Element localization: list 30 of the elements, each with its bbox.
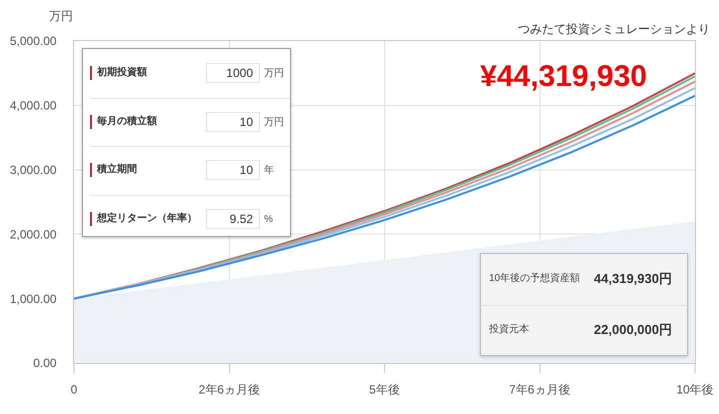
text: つみたて投資シミュレーションより xyxy=(518,22,710,37)
y-tick-label: 5,000.00 xyxy=(10,34,57,48)
annotation: 初期投資額 xyxy=(97,66,147,80)
annotation: 積立期間 xyxy=(97,163,137,177)
annotation: 10年後の予想資産額 xyxy=(489,272,580,286)
annotation: 22,000,000円 xyxy=(594,322,672,338)
x-tick-label: 5年後 xyxy=(369,382,400,396)
y-tick-label: 2,000.00 xyxy=(10,227,57,242)
text-field: 9.52 xyxy=(206,208,260,228)
text-field: 1000 xyxy=(206,63,260,83)
x-tick-label: 10年後 xyxy=(676,382,714,396)
annotation: 万円 xyxy=(264,116,284,128)
annotation: 年 xyxy=(264,165,274,177)
y-tick-label: 0.00 xyxy=(33,356,57,370)
y-tick-label: 3,000.00 xyxy=(10,163,57,177)
annotation: 投資元本 xyxy=(489,323,529,337)
annotation: 万円 xyxy=(264,68,284,80)
x-tick-label: 7年6ヵ月後 xyxy=(509,382,570,396)
y-axis-title: 万円 xyxy=(49,9,73,24)
text-field: 10 xyxy=(206,112,260,132)
y-tick-label: 4,000.00 xyxy=(10,98,57,113)
annotation: % xyxy=(264,214,273,226)
x-tick-label: 2年6ヵ月後 xyxy=(198,382,260,396)
annotation: ¥44,319,930 xyxy=(480,60,647,93)
y-tick-label: 1,000.00 xyxy=(10,292,57,306)
annotation: 想定リターン（年率） xyxy=(97,212,197,226)
text-field: 10 xyxy=(206,160,260,180)
annotation: 44,319,930円 xyxy=(594,271,672,287)
annotation: 毎月の積立額 xyxy=(97,114,157,128)
x-tick-label: 0 xyxy=(70,382,78,396)
